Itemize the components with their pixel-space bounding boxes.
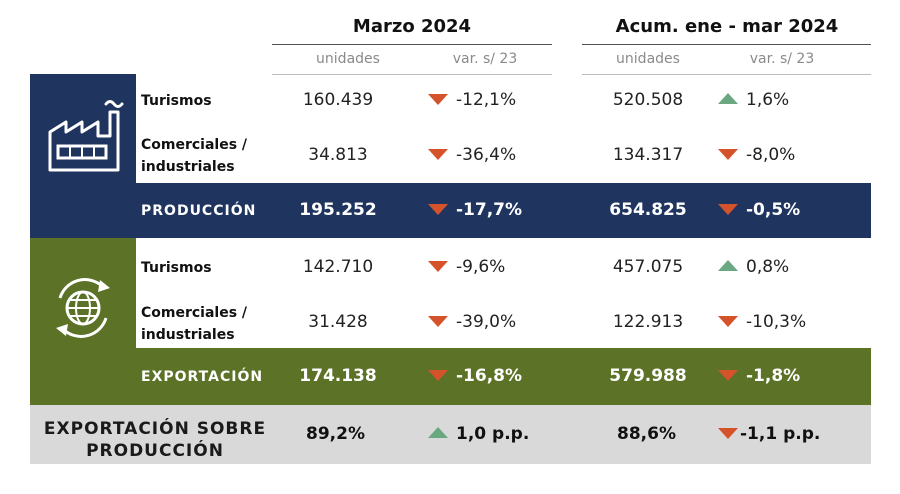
ratio-cum-value: 88,6% bbox=[617, 424, 676, 444]
row-label-production-turismos: Turismos bbox=[141, 93, 212, 109]
down-arrow-icon bbox=[428, 203, 448, 215]
down-arrow-icon bbox=[718, 427, 738, 439]
down-arrow-icon bbox=[428, 315, 448, 327]
production-total-cum-var: -0,5% bbox=[718, 200, 800, 220]
down-arrow-icon bbox=[428, 148, 448, 160]
production-comerciales-march-units: 34.813 bbox=[308, 145, 368, 165]
export-total-cum-var: -1,8% bbox=[718, 366, 800, 386]
export-comerciales-cum-var: -10,3% bbox=[718, 312, 806, 332]
ratio-cum-var: -1,1 p.p. bbox=[718, 424, 820, 444]
production-turismos-cum-units: 520.508 bbox=[612, 90, 684, 110]
production-total-row: PRODUCCIÓN 195.252 -17,7% 654.825 -0,5% bbox=[30, 183, 871, 238]
production-total-march-units: 195.252 bbox=[299, 200, 377, 220]
production-comerciales-cum-units: 134.317 bbox=[612, 145, 684, 165]
export-total-march-var: -16,8% bbox=[428, 366, 522, 386]
down-arrow-icon bbox=[718, 315, 738, 327]
export-comerciales-cum-units: 122.913 bbox=[612, 312, 684, 332]
row-label-export-turismos: Turismos bbox=[141, 260, 212, 276]
subheader-rule-cumulative bbox=[582, 74, 871, 75]
production-icon-panel bbox=[30, 74, 136, 183]
row-label-export-comerciales: Comerciales / industriales bbox=[141, 305, 248, 343]
up-arrow-icon bbox=[428, 426, 448, 438]
row-label-production-comerciales: Comerciales / industriales bbox=[141, 137, 248, 175]
up-arrow-icon bbox=[718, 259, 738, 271]
production-comerciales-march-var: -36,4% bbox=[428, 145, 516, 165]
production-total-march-var: -17,7% bbox=[428, 200, 522, 220]
down-arrow-icon bbox=[428, 369, 448, 381]
export-total-label: EXPORTACIÓN bbox=[141, 369, 264, 385]
down-arrow-icon bbox=[428, 93, 448, 105]
export-total-march-units: 174.138 bbox=[299, 366, 377, 386]
export-total-cum-units: 579.988 bbox=[609, 366, 687, 386]
production-total-cum-units: 654.825 bbox=[609, 200, 687, 220]
export-comerciales-march-units: 31.428 bbox=[308, 312, 368, 332]
down-arrow-icon bbox=[718, 369, 738, 381]
down-arrow-icon bbox=[718, 148, 738, 160]
production-turismos-march-var: -12,1% bbox=[428, 90, 516, 110]
up-arrow-icon bbox=[718, 92, 738, 104]
header-rule-march bbox=[272, 44, 552, 45]
factory-icon bbox=[48, 100, 124, 172]
export-turismos-march-units: 142.710 bbox=[302, 257, 374, 277]
export-turismos-cum-units: 457.075 bbox=[612, 257, 684, 277]
production-comerciales-cum-var: -8,0% bbox=[718, 145, 795, 165]
ratio-march-value: 89,2% bbox=[306, 424, 365, 444]
production-turismos-cum-var: 1,6% bbox=[718, 90, 789, 110]
header-cumulative: Acum. ene - mar 2024 bbox=[615, 16, 839, 37]
export-icon-panel bbox=[30, 238, 136, 348]
header-march: Marzo 2024 bbox=[352, 16, 472, 37]
down-arrow-icon bbox=[718, 203, 738, 215]
ratio-march-var: 1,0 p.p. bbox=[428, 424, 529, 444]
globe-cycle-icon bbox=[56, 278, 110, 338]
subheader-units-march: unidades bbox=[316, 51, 380, 67]
header-rule-cumulative bbox=[582, 44, 871, 45]
down-arrow-icon bbox=[428, 260, 448, 272]
export-turismos-march-var: -9,6% bbox=[428, 257, 505, 277]
subheader-rule-march bbox=[272, 74, 552, 75]
production-turismos-march-units: 160.439 bbox=[302, 90, 374, 110]
export-total-row: EXPORTACIÓN 174.138 -16,8% 579.988 -1,8% bbox=[30, 348, 871, 405]
subheader-var-cumulative: var. s/ 23 bbox=[749, 51, 815, 67]
subheader-units-cumulative: unidades bbox=[616, 51, 680, 67]
export-turismos-cum-var: 0,8% bbox=[718, 257, 789, 277]
export-comerciales-march-var: -39,0% bbox=[428, 312, 516, 332]
subheader-var-march: var. s/ 23 bbox=[452, 51, 518, 67]
production-total-label: PRODUCCIÓN bbox=[141, 203, 257, 219]
ratio-label: EXPORTACIÓN SOBRE PRODUCCIÓN bbox=[43, 419, 267, 461]
